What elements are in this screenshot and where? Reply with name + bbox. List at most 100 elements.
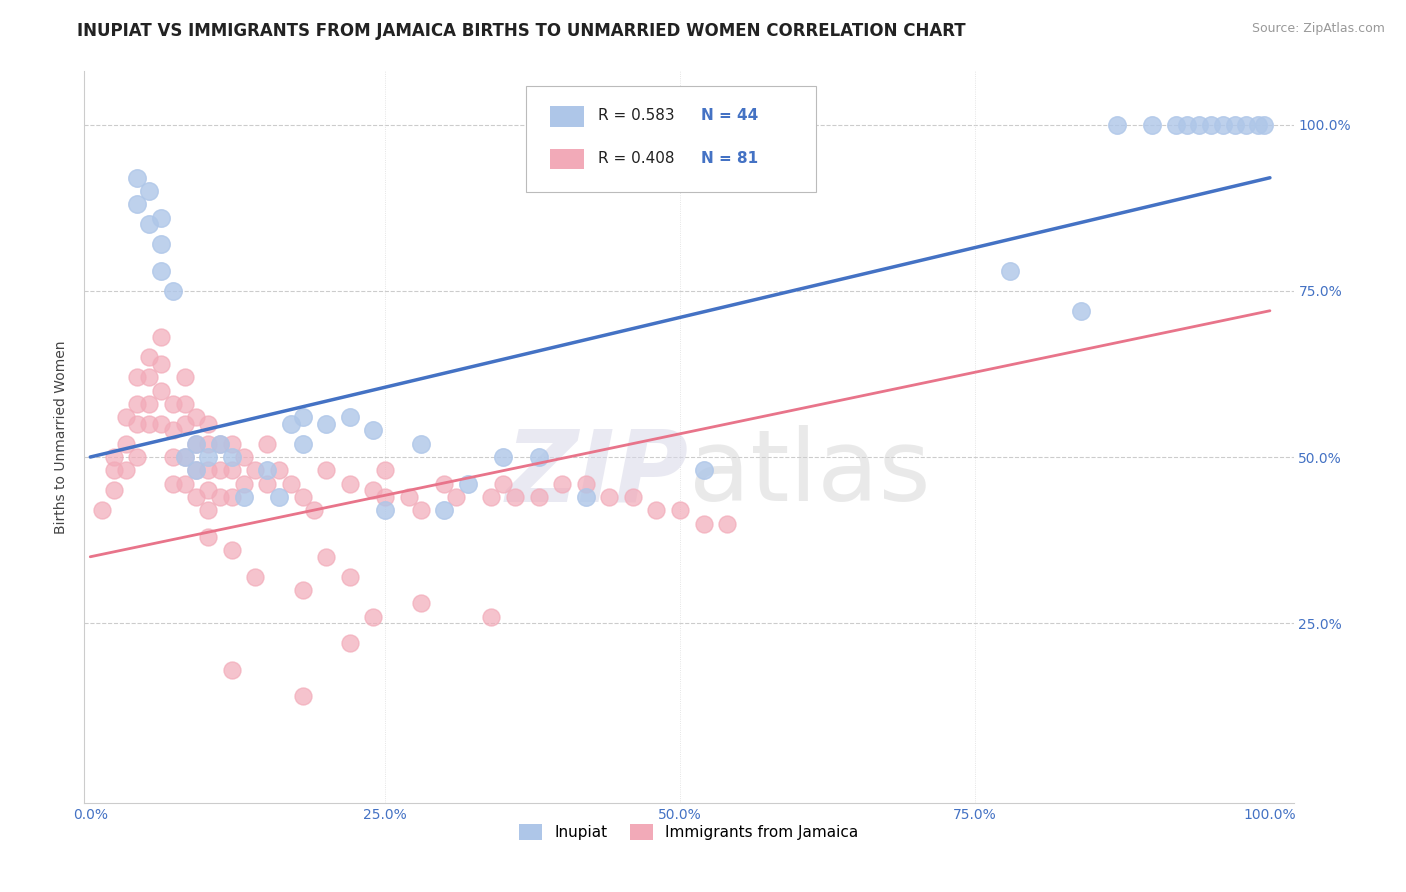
Point [280,476,302,491]
Point [162,424,184,438]
Point [173,370,195,384]
Point [1105,118,1128,132]
Point [1188,118,1211,132]
Point [150,330,173,344]
Text: N = 44: N = 44 [702,109,758,123]
Point [267,463,290,477]
FancyBboxPatch shape [526,86,815,192]
Point [304,503,326,517]
Point [1199,118,1222,132]
Point [669,503,692,517]
Point [339,410,361,425]
Point [173,397,195,411]
Point [221,450,243,464]
Point [256,436,278,450]
Bar [550,149,583,169]
Point [208,436,231,450]
Point [492,476,515,491]
Point [433,476,456,491]
Point [150,211,173,225]
Point [162,397,184,411]
Point [138,217,160,231]
Point [150,264,173,278]
Point [138,351,160,365]
Text: R = 0.583: R = 0.583 [599,109,675,123]
Point [114,410,136,425]
Point [692,463,714,477]
Point [114,436,136,450]
Point [186,463,208,477]
Point [1234,118,1257,132]
Point [197,503,219,517]
Point [527,450,550,464]
Point [114,463,136,477]
Point [1070,303,1092,318]
Point [291,582,314,597]
Point [398,490,420,504]
Point [267,490,290,504]
Point [1212,118,1234,132]
Point [339,476,361,491]
Point [186,436,208,450]
Point [598,490,620,504]
Point [150,384,173,398]
Point [232,450,254,464]
Point [150,237,173,252]
Point [716,516,738,531]
Point [291,410,314,425]
Point [162,476,184,491]
Point [208,463,231,477]
Point [1175,118,1198,132]
Point [103,450,125,464]
Point [409,596,432,610]
Point [103,483,125,498]
Point [692,516,714,531]
Point [433,503,456,517]
Point [363,424,385,438]
Point [256,463,278,477]
Point [256,476,278,491]
Point [457,476,479,491]
Point [232,476,254,491]
Point [1140,118,1163,132]
Point [197,450,219,464]
Point [1253,118,1275,132]
Point [127,417,149,431]
Text: Source: ZipAtlas.com: Source: ZipAtlas.com [1251,22,1385,36]
Point [374,463,396,477]
Point [173,450,195,464]
Point [245,463,267,477]
Point [150,417,173,431]
Point [315,549,337,564]
Point [280,417,302,431]
Point [138,397,160,411]
Point [374,503,396,517]
Point [575,490,598,504]
Point [173,417,195,431]
Point [173,476,195,491]
Point [150,357,173,371]
Point [245,570,267,584]
Point [197,463,219,477]
Point [1223,118,1246,132]
Point [339,636,361,650]
Point [127,170,149,185]
Text: N = 81: N = 81 [702,151,758,166]
Point [162,450,184,464]
Point [575,476,598,491]
Point [645,503,668,517]
Point [91,503,114,517]
Point [444,490,467,504]
Point [363,483,385,498]
Point [503,490,526,504]
Point [103,463,125,477]
Point [221,490,243,504]
Point [197,417,219,431]
Point [208,490,231,504]
Point [409,436,432,450]
Text: ZIP: ZIP [506,425,689,522]
Point [197,436,219,450]
Point [127,370,149,384]
Point [479,490,502,504]
Point [409,503,432,517]
